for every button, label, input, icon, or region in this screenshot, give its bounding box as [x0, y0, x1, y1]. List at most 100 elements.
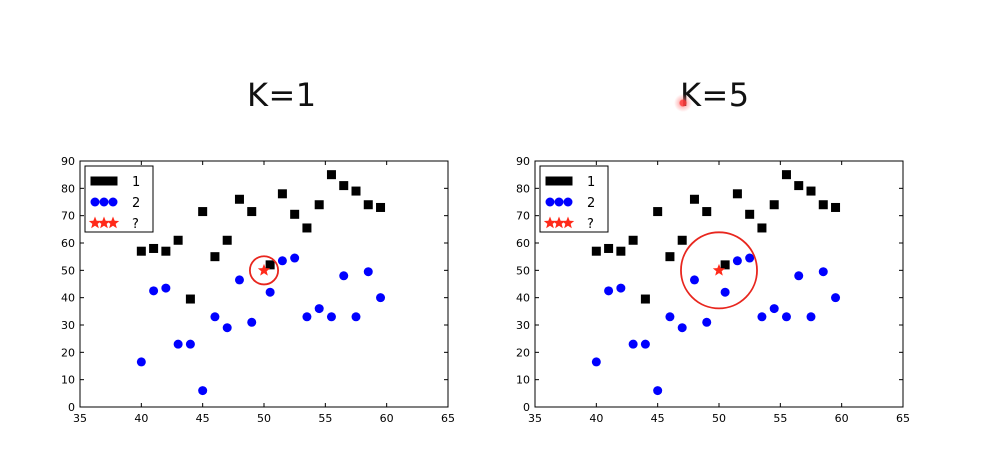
legend-marker-star [97, 216, 111, 229]
data-point-circle [769, 304, 779, 314]
x-tick-label: 40 [134, 412, 148, 425]
legend-marker-circle [108, 197, 118, 207]
data-point-square [781, 170, 791, 180]
data-point-circle [314, 304, 324, 314]
y-tick-label: 90 [516, 155, 530, 168]
data-point-circle [745, 253, 755, 263]
data-point-square [210, 252, 220, 262]
legend-label: ? [587, 217, 594, 232]
data-point-circle [732, 256, 742, 266]
data-point-square [806, 186, 816, 196]
y-tick-label: 80 [61, 182, 75, 195]
cursor-indicator-icon [674, 94, 692, 112]
legend-marker-star [88, 216, 102, 229]
data-point-square [702, 207, 712, 217]
data-point-circle [161, 283, 171, 293]
x-tick-label: 45 [196, 412, 210, 425]
data-point-square [247, 207, 257, 217]
y-tick-label: 60 [61, 237, 75, 250]
data-point-circle [702, 317, 712, 327]
data-point-circle [591, 357, 601, 367]
data-point-square [757, 223, 767, 233]
x-tick-label: 60 [380, 412, 394, 425]
data-point-circle [302, 312, 312, 322]
series-3 [257, 263, 271, 276]
data-point-square [769, 200, 779, 210]
data-point-square [818, 200, 828, 210]
y-tick-label: 0 [68, 401, 75, 414]
data-point-circle [677, 323, 687, 333]
data-point-circle [831, 293, 841, 303]
legend-marker-square [554, 176, 564, 186]
legend-marker-square [563, 176, 573, 186]
data-point-circle [720, 287, 730, 297]
legend: 1 2? [539, 165, 609, 233]
y-tick-label: 30 [61, 319, 75, 332]
chart-title-left: K=1 [247, 76, 317, 114]
neighbour-radius-circle [680, 231, 758, 310]
legend-marker-circle [99, 197, 109, 207]
data-point-square [653, 207, 663, 217]
legend-marker-circle [545, 197, 555, 207]
legend-label: 1 [587, 175, 595, 190]
data-point-square [628, 235, 638, 245]
data-point-square [351, 186, 361, 196]
y-tick-label: 70 [61, 210, 75, 223]
data-point-square [591, 246, 601, 256]
y-tick-label: 40 [516, 292, 530, 305]
data-point-circle [185, 339, 195, 349]
data-point-square [265, 260, 275, 270]
data-point-circle [628, 339, 638, 349]
data-point-circle [222, 323, 232, 333]
x-tick-label: 45 [651, 412, 665, 425]
data-point-square [302, 223, 312, 233]
series-1 [591, 170, 841, 304]
legend-marker-square [99, 176, 109, 186]
legend: 1 2? [84, 165, 154, 233]
x-tick-label: 55 [773, 412, 787, 425]
data-point-square [720, 260, 730, 270]
data-point-square [616, 246, 626, 256]
data-point-square [136, 246, 146, 256]
data-point-circle [210, 312, 220, 322]
data-point-circle [198, 386, 208, 396]
data-point-square [665, 252, 675, 262]
series-1 [136, 170, 386, 304]
data-point-circle [604, 286, 614, 296]
series-2 [591, 253, 841, 396]
x-tick-label: 55 [318, 412, 332, 425]
data-point-circle [363, 267, 373, 277]
data-point-star [712, 263, 726, 276]
data-point-square [222, 235, 232, 245]
data-point-circle [818, 267, 828, 277]
x-tick-label: 65 [896, 412, 910, 425]
data-point-circle [234, 275, 244, 285]
data-point-square [198, 207, 208, 217]
legend-label: 1 [132, 175, 140, 190]
data-point-square [745, 209, 755, 219]
chart-title-right: K=5 [680, 76, 750, 114]
x-tick-label: 35 [73, 412, 87, 425]
y-tick-label: 10 [61, 374, 75, 387]
data-point-circle [339, 271, 349, 281]
data-point-square [339, 181, 349, 191]
x-tick-label: 50 [257, 412, 271, 425]
data-point-circle [149, 286, 159, 296]
data-point-circle [616, 283, 626, 293]
data-point-circle [326, 312, 336, 322]
data-point-square [173, 235, 183, 245]
data-point-circle [277, 256, 287, 266]
legend-marker-square [108, 176, 118, 186]
data-point-circle [351, 312, 361, 322]
data-point-circle [665, 312, 675, 322]
legend-marker-star [106, 216, 120, 229]
legend-marker-star [552, 216, 566, 229]
y-tick-label: 70 [516, 210, 530, 223]
data-point-circle [173, 339, 183, 349]
legend-marker-circle [554, 197, 564, 207]
data-point-square [831, 202, 841, 212]
legend-label: ? [132, 217, 139, 232]
y-tick-label: 90 [61, 155, 75, 168]
x-tick-label: 50 [712, 412, 726, 425]
data-point-circle [757, 312, 767, 322]
